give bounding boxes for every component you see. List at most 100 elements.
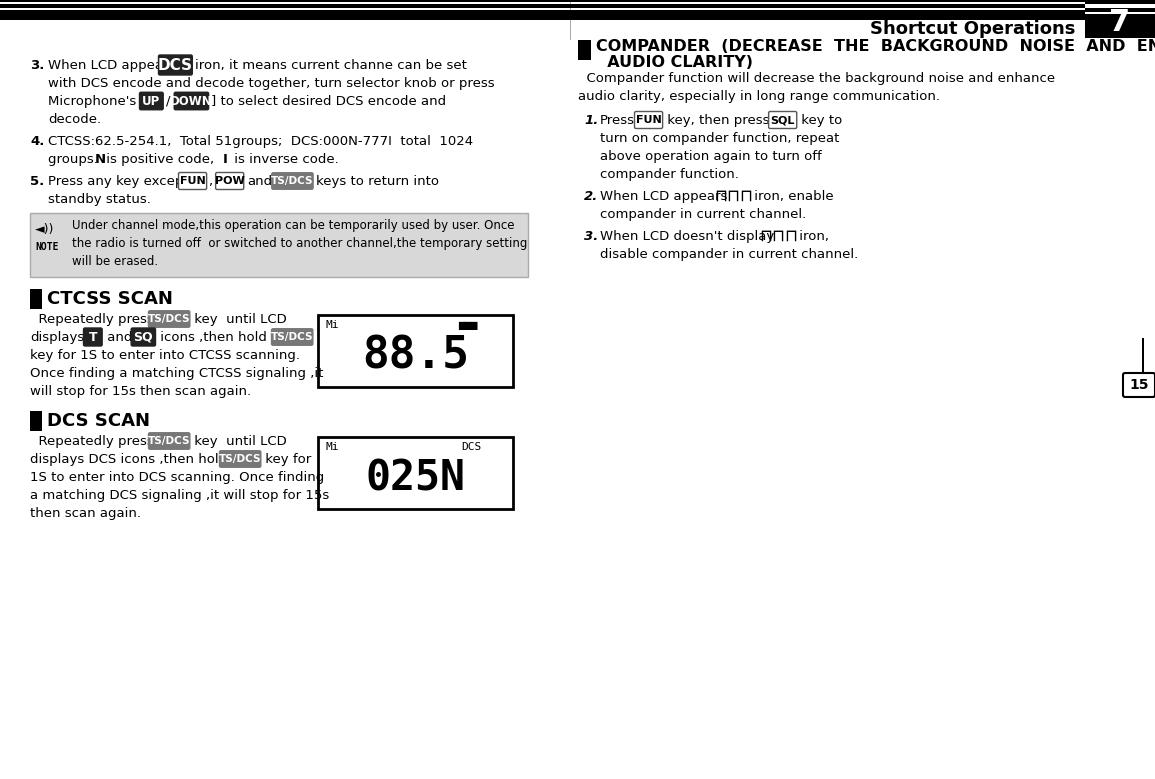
Text: decode.: decode.: [49, 112, 102, 125]
Text: N: N: [95, 153, 106, 165]
FancyBboxPatch shape: [1123, 373, 1155, 397]
Bar: [0, 10, 1155, 20]
Text: 88.5: 88.5: [362, 334, 469, 378]
Text: and: and: [247, 174, 273, 188]
Text: UP: UP: [142, 94, 161, 108]
FancyBboxPatch shape: [219, 451, 261, 467]
Text: Microphone's [: Microphone's [: [49, 94, 146, 108]
Text: TS/DCS: TS/DCS: [148, 314, 191, 324]
Text: standby status.: standby status.: [49, 192, 151, 206]
Text: keys to return into: keys to return into: [315, 174, 439, 188]
Text: ,: ,: [208, 174, 213, 188]
Text: displays: displays: [30, 330, 84, 344]
Text: audio clarity, especially in long range communication.: audio clarity, especially in long range …: [578, 90, 940, 103]
Text: /: /: [165, 94, 170, 108]
Text: TS/DCS: TS/DCS: [148, 436, 191, 446]
Text: T: T: [89, 330, 97, 344]
Text: ⊓⊓⊓: ⊓⊓⊓: [759, 227, 798, 245]
Text: iron, enable: iron, enable: [750, 189, 834, 203]
FancyBboxPatch shape: [216, 172, 244, 189]
Text: and: and: [103, 330, 132, 344]
Text: FUN: FUN: [635, 115, 662, 125]
Bar: [318, 315, 513, 387]
FancyBboxPatch shape: [768, 111, 797, 129]
Text: key for: key for: [261, 453, 312, 466]
Text: 1S to enter into DCS scanning. Once finding: 1S to enter into DCS scanning. Once find…: [30, 471, 325, 484]
FancyBboxPatch shape: [149, 311, 189, 327]
Text: ⊓⊓⊓: ⊓⊓⊓: [714, 187, 753, 205]
Text: DCS: DCS: [461, 442, 482, 452]
Text: is inverse code.: is inverse code.: [230, 153, 338, 165]
Text: 3.: 3.: [584, 230, 598, 242]
Text: iron, it means current channe can be set: iron, it means current channe can be set: [195, 58, 467, 72]
Text: will stop for 15s then scan again.: will stop for 15s then scan again.: [30, 385, 251, 397]
Text: ███: ███: [459, 320, 477, 330]
Text: Press any key except: Press any key except: [49, 174, 188, 188]
Text: Press: Press: [599, 114, 635, 126]
Text: icons ,then hold: icons ,then hold: [156, 330, 267, 344]
Text: 4.: 4.: [30, 135, 44, 147]
Text: key  until LCD: key until LCD: [191, 312, 288, 326]
Bar: [1085, 4, 1155, 8]
Text: key to: key to: [797, 114, 842, 126]
Text: key  until LCD: key until LCD: [191, 435, 288, 447]
Text: key, then press: key, then press: [663, 114, 769, 126]
Bar: [30, 213, 528, 277]
Text: NOTE: NOTE: [35, 242, 59, 252]
Text: When LCD doesn't display: When LCD doesn't display: [599, 230, 774, 242]
Text: Once finding a matching CTCSS signaling ,it: Once finding a matching CTCSS signaling …: [30, 366, 323, 379]
Bar: [0, 4, 1155, 8]
FancyBboxPatch shape: [140, 92, 163, 110]
Text: FUN: FUN: [180, 176, 206, 186]
Text: above operation again to turn off: above operation again to turn off: [599, 150, 821, 163]
Text: turn on compander function, repeat: turn on compander function, repeat: [599, 132, 840, 144]
Text: compander in current channel.: compander in current channel.: [599, 207, 806, 220]
Text: Compander function will decrease the background noise and enhance: Compander function will decrease the bac…: [578, 72, 1056, 84]
Text: AUDIO CLARITY): AUDIO CLARITY): [596, 55, 753, 69]
Text: SQL: SQL: [770, 115, 795, 125]
Text: DCS: DCS: [158, 58, 193, 72]
Text: 15: 15: [1130, 378, 1149, 392]
Text: TS/DCS: TS/DCS: [219, 454, 261, 464]
Text: disable compander in current channel.: disable compander in current channel.: [599, 248, 858, 260]
Bar: [0, 0, 1155, 2]
Text: Mi: Mi: [326, 320, 340, 330]
Text: 3.: 3.: [30, 58, 44, 72]
Text: I: I: [223, 153, 228, 165]
Text: SQ: SQ: [134, 330, 154, 344]
Text: is positive code,: is positive code,: [102, 153, 218, 165]
Text: Repeatedly press: Repeatedly press: [30, 312, 154, 326]
Text: compander function.: compander function.: [599, 167, 739, 181]
Text: key for 1S to enter into CTCSS scanning.: key for 1S to enter into CTCSS scanning.: [30, 348, 300, 361]
Text: 2.: 2.: [584, 189, 598, 203]
FancyBboxPatch shape: [271, 329, 313, 345]
Text: Shortcut Operations: Shortcut Operations: [870, 20, 1075, 38]
FancyBboxPatch shape: [271, 173, 313, 189]
Text: will be erased.: will be erased.: [72, 255, 158, 267]
Text: Repeatedly press: Repeatedly press: [30, 435, 154, 447]
Text: When LCD appears: When LCD appears: [599, 189, 728, 203]
Text: then scan again.: then scan again.: [30, 506, 141, 520]
Text: ] to select desired DCS encode and: ] to select desired DCS encode and: [211, 94, 446, 108]
Bar: [30, 289, 42, 309]
Bar: [578, 40, 591, 60]
Text: displays DCS icons ,then hold: displays DCS icons ,then hold: [30, 453, 228, 466]
Text: ◄)): ◄)): [35, 223, 54, 235]
Text: COMPANDER  (DECREASE  THE  BACKGROUND  NOISE  AND  ENHANCE: COMPANDER (DECREASE THE BACKGROUND NOISE…: [596, 38, 1155, 54]
Bar: [1142, 338, 1143, 388]
Text: Under channel mode,this operation can be temporarily used by user. Once: Under channel mode,this operation can be…: [72, 218, 514, 231]
FancyBboxPatch shape: [132, 328, 156, 346]
FancyBboxPatch shape: [174, 92, 209, 110]
FancyBboxPatch shape: [83, 328, 102, 346]
Text: TS/DCS: TS/DCS: [271, 176, 314, 186]
Text: groups.: groups.: [49, 153, 102, 165]
Bar: [1085, 12, 1155, 14]
FancyBboxPatch shape: [149, 433, 189, 449]
Text: a matching DCS signaling ,it will stop for 15s: a matching DCS signaling ,it will stop f…: [30, 488, 329, 502]
Text: Mi: Mi: [326, 442, 340, 452]
Text: 025N: 025N: [365, 457, 465, 499]
Bar: [318, 437, 513, 509]
FancyBboxPatch shape: [634, 111, 663, 129]
Text: 7: 7: [1110, 8, 1131, 37]
Text: CTCSS:62.5-254.1,  Total 51groups;  DCS:000N-777I  total  1024: CTCSS:62.5-254.1, Total 51groups; DCS:00…: [49, 135, 474, 147]
